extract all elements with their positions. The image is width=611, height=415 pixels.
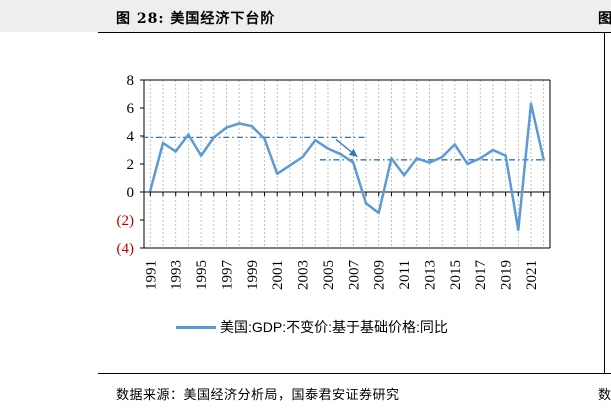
data-point: [326, 147, 330, 150]
y-tick-label: (4): [117, 241, 135, 257]
x-tick-label: 1995: [194, 260, 210, 290]
y-tick-label: 6: [127, 101, 135, 117]
data-point: [149, 189, 152, 192]
data-point: [428, 161, 431, 164]
data-point: [250, 125, 254, 128]
x-tick-label: 2003: [296, 260, 312, 290]
y-tick-label: (2): [117, 213, 135, 229]
data-point: [314, 139, 317, 142]
trend-arrow: [335, 138, 358, 158]
data-point: [276, 172, 279, 175]
data-point: [187, 133, 190, 136]
figure-title: 图 28: 美国经济下台阶: [116, 11, 276, 27]
data-point: [390, 157, 393, 160]
data-point: [466, 162, 469, 166]
x-tick-label: 2013: [422, 260, 438, 290]
x-tick-label: 2001: [270, 260, 286, 290]
x-tick-label: 2009: [372, 260, 388, 290]
data-point: [453, 143, 457, 146]
data-point: [440, 155, 444, 159]
data-point: [237, 122, 241, 125]
x-tick-label: 2011: [397, 260, 413, 289]
y-tick-label: 2: [127, 157, 135, 173]
data-point: [352, 161, 355, 164]
source-right-fragment: 数: [598, 388, 611, 403]
right-fragment: 图: [598, 11, 611, 27]
right-rule: [604, 33, 605, 373]
x-tick-label: 2017: [473, 260, 489, 291]
data-point: [415, 157, 418, 160]
data-point: [491, 148, 495, 152]
data-point: [529, 102, 533, 106]
data-point: [263, 137, 266, 140]
data-point: [288, 164, 292, 167]
x-tick-label: 2019: [499, 260, 515, 290]
source-note: 数据来源：美国经济分析局，国泰君安证券研究: [116, 388, 400, 403]
data-point: [225, 126, 228, 129]
data-point: [542, 158, 545, 161]
x-tick-label: 2005: [321, 260, 337, 290]
x-tick-label: 2021: [524, 260, 540, 290]
x-tick-label: 1997: [219, 260, 235, 291]
y-tick-label: 0: [127, 185, 135, 201]
y-tick-label: 4: [127, 129, 135, 145]
data-point: [301, 155, 304, 159]
x-tick-label: 1991: [143, 260, 159, 290]
data-point: [199, 154, 203, 157]
data-point: [504, 154, 507, 157]
figure-header: [0, 0, 611, 32]
data-point: [479, 157, 482, 160]
bottom-rule: [98, 373, 611, 374]
data-point: [517, 228, 520, 231]
data-point: [377, 211, 380, 215]
data-point: [161, 141, 165, 145]
data-point: [174, 150, 177, 153]
legend-label: 美国:GDP:不变价:基于基础价格:同比: [220, 319, 448, 335]
y-tick-label: 8: [127, 73, 135, 89]
top-rule: [98, 32, 611, 33]
data-point: [339, 153, 342, 156]
legend-line-swatch: [176, 325, 216, 329]
data-point: [364, 202, 368, 205]
x-tick-label: 2015: [448, 260, 464, 290]
gdp-series-line: [149, 102, 545, 232]
data-point: [212, 136, 215, 139]
chart-legend: 美国:GDP:不变价:基于基础价格:同比: [176, 318, 448, 336]
data-point: [402, 174, 406, 177]
x-tick-label: 1999: [245, 260, 261, 290]
x-tick-label: 2007: [346, 260, 362, 291]
x-tick-label: 1993: [169, 260, 185, 290]
